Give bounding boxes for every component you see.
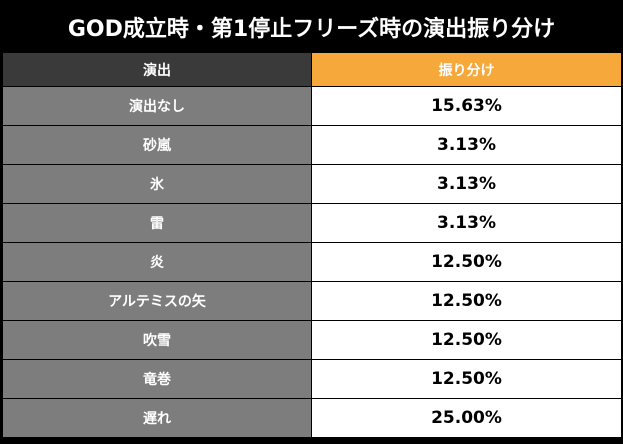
table-row: 演出なし 15.63% (2, 86, 622, 126)
row-value: 15.63% (311, 86, 622, 126)
distribution-table: 演出 振り分け 演出なし 15.63% 砂嵐 3.13% 氷 3.13% 雷 3… (2, 52, 622, 438)
row-label: 炎 (2, 242, 312, 282)
row-label: 演出なし (2, 86, 312, 126)
row-label: 吹雪 (2, 320, 312, 360)
table-row: 竜巻 12.50% (2, 359, 622, 399)
table-row: アルテミスの矢 12.50% (2, 281, 622, 321)
row-value: 12.50% (311, 320, 622, 360)
row-value: 25.00% (311, 398, 622, 438)
table-row: 吹雪 12.50% (2, 320, 622, 360)
header-effect: 演出 (2, 52, 312, 87)
table-header-row: 演出 振り分け (2, 52, 622, 87)
table-row: 炎 12.50% (2, 242, 622, 282)
row-label: 雷 (2, 203, 312, 243)
row-label: 氷 (2, 164, 312, 204)
row-label: 遅れ (2, 398, 312, 438)
row-label: 竜巻 (2, 359, 312, 399)
row-value: 3.13% (311, 203, 622, 243)
row-label: 砂嵐 (2, 125, 312, 165)
table-title: GOD成立時・第1停止フリーズ時の演出振り分け (2, 2, 621, 52)
row-value: 12.50% (311, 281, 622, 321)
header-distribution: 振り分け (311, 52, 622, 87)
row-value: 3.13% (311, 125, 622, 165)
table-row: 遅れ 25.00% (2, 398, 622, 438)
row-value: 12.50% (311, 359, 622, 399)
table-row: 砂嵐 3.13% (2, 125, 622, 165)
row-label: アルテミスの矢 (2, 281, 312, 321)
table-row: 雷 3.13% (2, 203, 622, 243)
row-value: 12.50% (311, 242, 622, 282)
table-row: 氷 3.13% (2, 164, 622, 204)
row-value: 3.13% (311, 164, 622, 204)
